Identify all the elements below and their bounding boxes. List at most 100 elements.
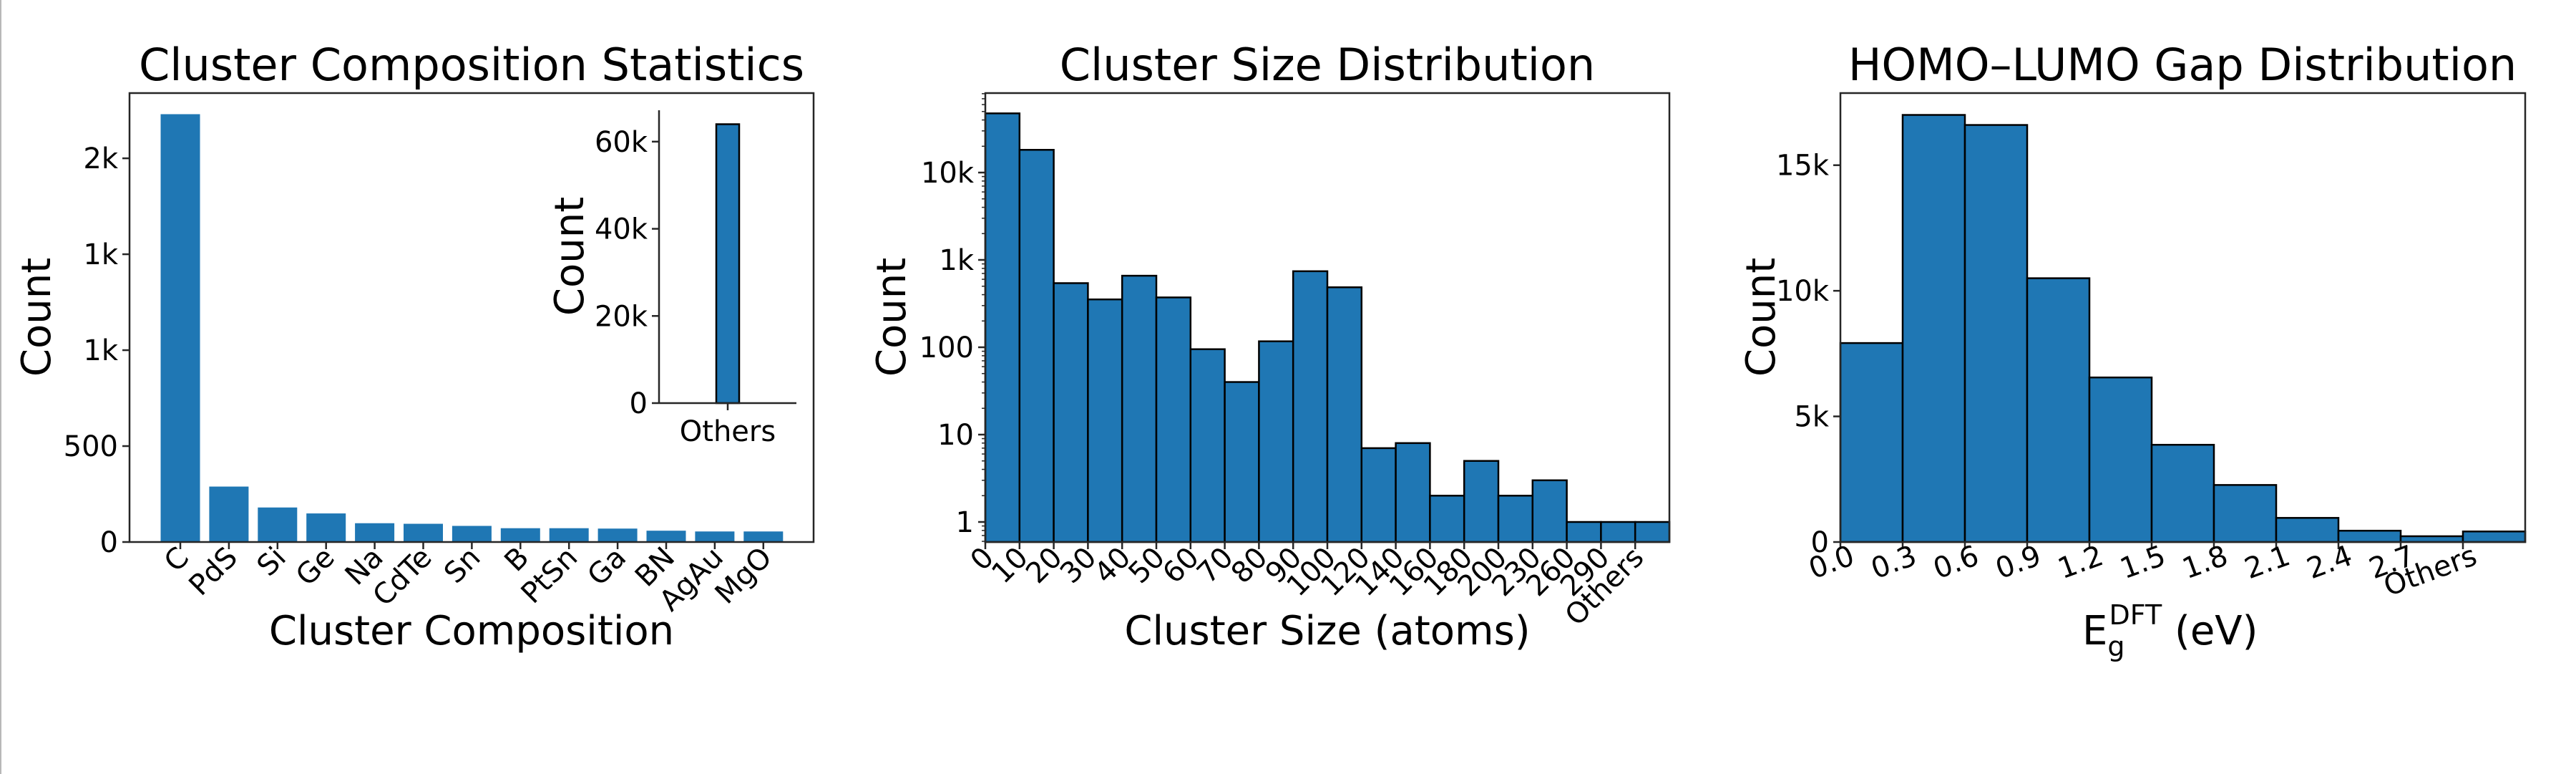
histogram-bar: [1258, 340, 1294, 543]
bar-si: [258, 507, 298, 542]
x-tick-label: CdTe: [366, 541, 438, 613]
histogram-bar: [1087, 298, 1123, 543]
chart-title: Cluster Size Distribution: [1060, 39, 1595, 91]
histogram-bar: [1463, 460, 1500, 543]
y-axis-ticks: 1 10 100 1k 10k: [919, 93, 985, 542]
histogram-bar: [1292, 270, 1329, 543]
axes-frame: [128, 92, 815, 543]
histogram-bar: [1963, 124, 2029, 543]
histogram-bar: [1360, 447, 1397, 543]
histogram-bar: [2337, 529, 2402, 543]
histogram-bars: [984, 112, 1671, 543]
left-edge-border: [0, 0, 1, 774]
inset-y-axis-label: Count: [547, 197, 593, 316]
x-axis-label: Cluster Composition: [269, 608, 674, 654]
y-axis-label: Count: [14, 258, 60, 377]
histogram-bar: [984, 112, 1021, 543]
x-tick-label: 1.8: [2178, 539, 2233, 586]
y-tick-label: 1k: [83, 238, 118, 271]
histogram-bar: [2462, 531, 2527, 543]
x-label-base: E: [2082, 608, 2107, 654]
x-tick-label: Si: [251, 541, 293, 583]
histogram-bar: [1395, 442, 1431, 543]
y-axis-ticks: 0 5k 10k 15k: [1776, 150, 1840, 559]
y-tick-label: 2k: [83, 142, 118, 175]
x-tick-label: 0.3: [1867, 539, 1921, 586]
y-tick-label: 1k: [83, 334, 118, 367]
histogram-bar: [1018, 149, 1055, 543]
x-tick-label: PtSn: [515, 541, 585, 611]
histogram-bar: [2212, 484, 2278, 543]
histogram-bar: [1224, 381, 1260, 543]
bar-mgo: [743, 531, 784, 542]
bars: [160, 114, 784, 542]
y-axis-ticks: 0 500 1k 1k 2k: [64, 142, 130, 559]
histogram-bar: [1901, 114, 1966, 543]
histogram-bar: [1531, 479, 1568, 543]
histogram-bar: [2275, 517, 2340, 543]
bar-pds: [209, 486, 249, 542]
histogram-bar: [1839, 342, 1904, 543]
x-tick-label: 2.4: [2303, 539, 2357, 586]
inset-y-tick-label: 40k: [595, 213, 648, 246]
composition-chart: Cluster Composition Statistics 0 500 1k 1k 2…: [14, 39, 815, 654]
x-tick-label: 1.5: [2116, 539, 2170, 586]
histogram-bar: [1600, 521, 1636, 543]
x-tick-label: 1.2: [2054, 539, 2108, 586]
histogram-bar: [1634, 521, 1671, 543]
histogram-bar: [2088, 376, 2153, 543]
bar-c: [160, 114, 200, 542]
bar-na: [355, 523, 395, 542]
x-axis-label: Cluster Size (atoms): [1124, 608, 1530, 654]
x-tick-label: Ga: [581, 541, 633, 593]
x-tick-label: Ge: [290, 541, 341, 593]
chart-title: Cluster Composition Statistics: [139, 39, 804, 91]
y-tick-label: 10k: [1776, 275, 1830, 308]
histogram-bar: [1326, 286, 1363, 543]
y-tick-label: 10: [937, 419, 974, 452]
histogram-bar: [1566, 521, 1602, 543]
bar-b: [500, 528, 540, 542]
x-tick-label: 0.6: [1929, 539, 1984, 586]
x-label-superscript: DFT: [2109, 599, 2162, 631]
y-axis-label: Count: [869, 258, 915, 377]
inset-y-tick-label: 0: [630, 387, 648, 420]
histogram-bar: [2150, 443, 2215, 543]
axes-frame: [1839, 92, 2527, 543]
y-tick-label: 5k: [1794, 401, 1829, 434]
histogram-bar: [2026, 277, 2091, 543]
x-tick-label: 2.1: [2240, 539, 2295, 586]
inset-y-tick-label: 60k: [595, 126, 648, 159]
bar-others: [715, 123, 741, 405]
y-tick-label: 15k: [1776, 150, 1830, 183]
y-tick-label: 0: [1811, 526, 1829, 559]
bar-agau: [695, 531, 735, 542]
inset-y-ticks: 0 20k 40k 60k: [595, 126, 659, 420]
bar-ga: [597, 528, 638, 542]
x-tick-label: MgO: [709, 541, 779, 611]
histogram-bar: [1121, 274, 1158, 543]
bar-cdte: [404, 523, 443, 542]
y-tick-label: 10k: [921, 157, 975, 190]
y-tick-label: 1: [956, 506, 974, 539]
x-label-unit: (eV): [2162, 608, 2258, 654]
x-tick-label: PdS: [182, 541, 243, 602]
y-axis-label: Count: [1738, 258, 1785, 377]
inset-bars: [715, 123, 741, 405]
homo-lumo-gap-chart: HOMO–LUMO Gap Distribution 0 5k 10k 15k 0.0…: [1738, 39, 2527, 662]
histogram-bar: [1189, 348, 1226, 543]
x-axis-label: EgDFT (eV): [2082, 599, 2258, 662]
histogram-bars: [1839, 114, 2527, 543]
bar-bn: [646, 531, 686, 542]
x-tick-label: Sn: [438, 541, 487, 590]
bar-sn: [452, 526, 492, 542]
histogram-bar: [1053, 282, 1089, 543]
axes-frame: [984, 92, 1671, 543]
y-tick-label: 100: [919, 332, 974, 364]
inset-others-chart: 0 20k 40k 60k Others Count: [547, 110, 796, 448]
bar-ptsn: [549, 528, 589, 542]
y-tick-label: 1k: [939, 244, 974, 277]
